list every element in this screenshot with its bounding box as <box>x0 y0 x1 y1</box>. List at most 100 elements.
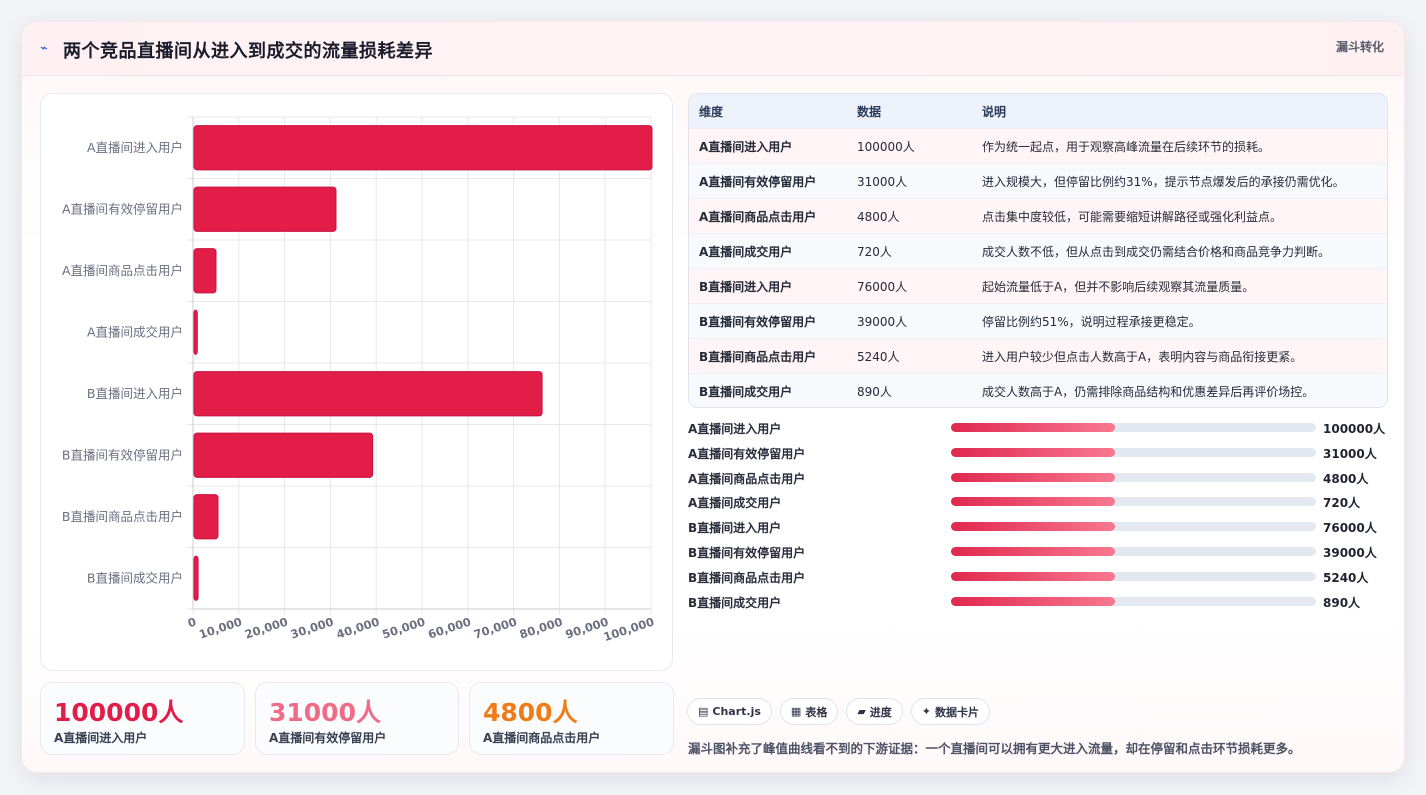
cell-note: 点击集中度较低，可能需要缩短讲解路径或强化利益点。 <box>982 209 1283 224</box>
table-row: A直播间商品点击用户 4800人 点击集中度较低，可能需要缩短讲解路径或强化利益点。 <box>689 198 1387 233</box>
cell-dimension: B直播间有效停留用户 <box>699 314 817 329</box>
table-row: B直播间有效停留用户 39000人 停留比例约51%，说明过程承接更稳定。 <box>689 303 1387 338</box>
header-data: 数据 <box>857 104 882 119</box>
progress-fill <box>951 571 1116 581</box>
cell-note: 成交人数不低，但从点击到成交仍需结合价格和商品竞争力判断。 <box>982 244 1331 259</box>
cell-dimension: A直播间有效停留用户 <box>699 174 817 189</box>
progress-row: B直播间有效停留用户 39000人 <box>688 540 1388 565</box>
bar-6 <box>193 432 374 478</box>
cell-data: 31000人 <box>857 174 908 189</box>
progress-track <box>951 447 1316 457</box>
cell-data: 39000人 <box>857 314 908 329</box>
x-tick-label: 70,000 <box>472 615 519 642</box>
progress-track <box>951 596 1316 606</box>
header-tag: 漏斗转化 <box>1335 40 1384 54</box>
progress-value: 890人 <box>1323 595 1361 610</box>
y-tick-label: A直播间成交用户 <box>87 324 183 339</box>
kpi-label: A直播间有效停留用户 <box>269 731 387 745</box>
chip-data-card[interactable]: ✦ 数据卡片 <box>910 698 991 725</box>
table-row: B直播间进入用户 76000人 起始流量低于A，但并不影响后续观察其流量质量。 <box>689 268 1387 303</box>
x-tick-label: 50,000 <box>380 615 427 642</box>
kpi-value: 31000人 <box>269 698 381 727</box>
progress-value: 5240人 <box>1323 570 1369 585</box>
y-tick-label: A直播间商品点击用户 <box>62 263 183 278</box>
progress-track <box>951 546 1316 556</box>
header: ⌁ 两个竞品直播间从进入到成交的流量损耗差异 漏斗转化 <box>22 22 1404 76</box>
page-title: 两个竞品直播间从进入到成交的流量损耗差异 <box>63 41 433 62</box>
progress-row: B直播间成交用户 890人 <box>688 590 1388 615</box>
x-tick-label: 60,000 <box>426 615 473 642</box>
dashboard-card: ⌁ 两个竞品直播间从进入到成交的流量损耗差异 漏斗转化 A直播间进入用户 A直播间… <box>21 21 1405 773</box>
table-header: 维度 数据 说明 <box>689 94 1387 128</box>
bar-5 <box>193 371 543 417</box>
cell-data: 5240人 <box>857 349 900 364</box>
cell-dimension: B直播间进入用户 <box>699 279 793 294</box>
chip-label: 进度 <box>869 705 892 719</box>
progress-label: B直播间有效停留用户 <box>688 545 806 560</box>
chip-label: 数据卡片 <box>935 705 980 719</box>
kpi-card-a-click: 4800人 A直播间商品点击用户 <box>469 682 674 755</box>
bar-2 <box>193 186 337 232</box>
kpi-value: 100000人 <box>54 698 184 727</box>
x-tick-label: 10,000 <box>197 615 244 642</box>
progress-fill <box>951 497 1116 507</box>
kpi-card-a-stay: 31000人 A直播间有效停留用户 <box>255 682 459 755</box>
bar-8 <box>193 555 199 601</box>
kpi-label: A直播间商品点击用户 <box>483 731 601 745</box>
y-tick-label: B直播间商品点击用户 <box>62 509 183 524</box>
cell-dimension: A直播间进入用户 <box>699 139 793 154</box>
cell-note: 停留比例约51%，说明过程承接更稳定。 <box>982 314 1201 329</box>
table-row: B直播间成交用户 890人 成交人数高于A，仍需排除商品结构和优惠差异后再评价场控。 <box>689 373 1387 407</box>
cell-dimension: A直播间成交用户 <box>699 244 793 259</box>
x-tick-label: 40,000 <box>335 615 382 642</box>
kpi-value: 4800人 <box>483 698 578 727</box>
header-dimension: 维度 <box>699 104 724 119</box>
kpi-card-a-enter: 100000人 A直播间进入用户 <box>40 682 245 755</box>
progress-value: 4800人 <box>1323 471 1369 486</box>
progress-row: A直播间进入用户 100000人 <box>688 416 1388 441</box>
cell-note: 成交人数高于A，仍需排除商品结构和优惠差异后再评价场控。 <box>982 384 1315 399</box>
bar-4 <box>193 309 198 355</box>
feature-chips: ▤ Chart.js ▦ 表格 ▰ 进度 ✦ 数据卡片 <box>687 698 991 725</box>
progress-icon: ▰ <box>857 705 866 718</box>
chip-label: 表格 <box>805 705 828 719</box>
chip-table[interactable]: ▦ 表格 <box>779 698 839 725</box>
sparkle-icon: ✦ <box>921 705 932 718</box>
progress-row: A直播间有效停留用户 31000人 <box>688 441 1388 466</box>
chip-chartjs[interactable]: ▤ Chart.js <box>687 698 772 725</box>
cell-dimension: A直播间商品点击用户 <box>699 209 817 224</box>
cell-dimension: B直播间成交用户 <box>699 384 793 399</box>
bar-3 <box>193 248 217 294</box>
cell-data: 4800人 <box>857 209 900 224</box>
y-tick-label: B直播间进入用户 <box>87 386 183 401</box>
cell-dimension: B直播间商品点击用户 <box>699 349 817 364</box>
chart-svg: A直播间进入用户 A直播间有效停留用户 A直播间商品点击用户 A直播间成交用户 B直播间… <box>62 116 656 644</box>
cell-data: 890人 <box>857 384 892 399</box>
progress-row: B直播间进入用户 76000人 <box>688 515 1388 540</box>
cell-data: 76000人 <box>857 279 908 294</box>
table-row: A直播间有效停留用户 31000人 进入规模大，但停留比例约31%，提示节点爆发后的… <box>689 163 1387 198</box>
progress-label: A直播间进入用户 <box>688 422 782 436</box>
chart-icon: ▤ <box>698 705 709 718</box>
progress-label: B直播间成交用户 <box>688 595 782 610</box>
data-table: 维度 数据 说明 A直播间进入用户 100000人 作为统一起点，用于观察高峰流量在… <box>688 93 1388 408</box>
cell-data: 100000人 <box>857 139 915 154</box>
table-icon: ▦ <box>790 705 802 718</box>
progress-value: 76000人 <box>1323 521 1377 536</box>
cell-note: 进入规模大，但停留比例约31%，提示节点爆发后的承接仍需优化。 <box>982 174 1345 189</box>
pulse-icon: ⌁ <box>40 41 48 56</box>
progress-track <box>951 497 1316 507</box>
progress-fill <box>951 522 1116 532</box>
bar-1 <box>193 125 653 171</box>
funnel-bar-chart: A直播间进入用户 A直播间有效停留用户 A直播间商品点击用户 A直播间成交用户 B直播间… <box>40 93 673 671</box>
progress-label: B直播间商品点击用户 <box>688 570 806 585</box>
table-row: A直播间进入用户 100000人 作为统一起点，用于观察高峰流量在后续环节的损耗。 <box>689 128 1387 163</box>
chip-progress[interactable]: ▰ 进度 <box>846 698 903 725</box>
y-tick-label: A直播间进入用户 <box>87 140 183 155</box>
x-tick-label: 80,000 <box>518 615 565 642</box>
progress-fill <box>951 546 1116 556</box>
progress-value: 39000人 <box>1323 545 1377 560</box>
cell-data: 720人 <box>857 244 892 259</box>
progress-value: 31000人 <box>1323 446 1377 461</box>
table-row: A直播间成交用户 720人 成交人数不低，但从点击到成交仍需结合价格和商品竞争力判断… <box>689 233 1387 268</box>
